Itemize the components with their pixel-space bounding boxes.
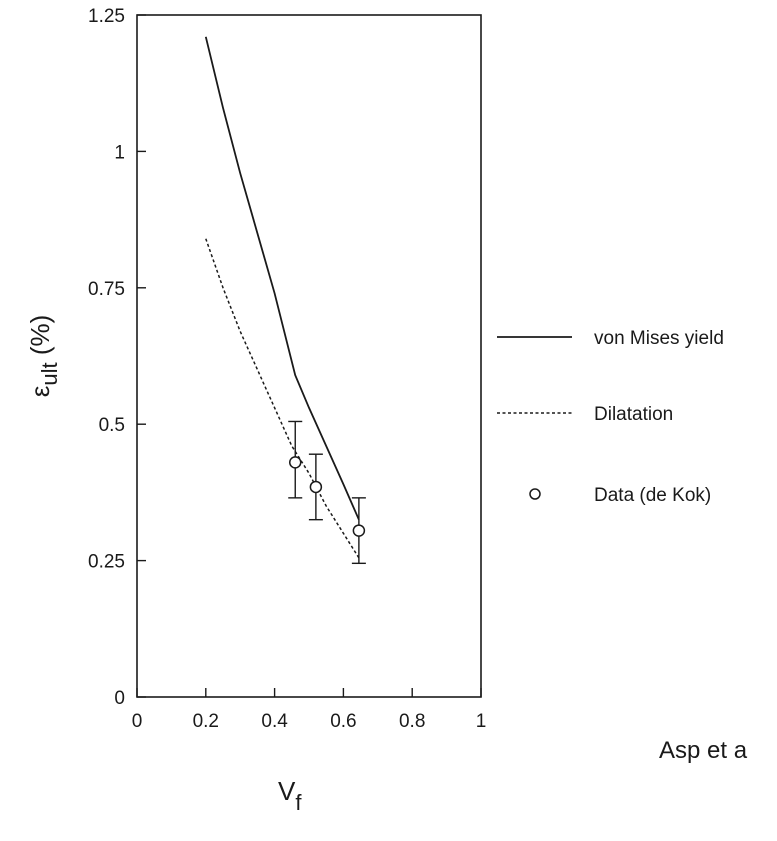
x-tick-label: 1 [476,711,487,732]
legend-marker [529,488,541,500]
x-tick-label: 0.8 [399,711,425,732]
y-tick-label: 0 [114,688,125,709]
x-tick-label: 0.6 [330,711,356,732]
y-axis-subscript: ult [37,362,62,385]
x-axis-title: Vf [278,776,302,815]
y-tick-label: 1 [114,142,125,163]
x-axis-symbol: V [278,776,296,806]
y-tick-label: 0.25 [88,552,125,573]
legend: von Mises yield Dilatation Data (de Kok) [497,328,724,506]
data-point-marker [352,524,366,537]
series-group [204,36,366,565]
source-credit: Asp et a [659,737,748,764]
y-axis-title: εult (%) [25,315,62,398]
x-tick-label: 0 [132,711,143,732]
axis-titles: εult (%) Vf [25,315,302,815]
y-tick-label: 1.25 [88,6,125,27]
y-axis-unit: (%) [25,315,55,363]
axes: 0 0.25 0.5 0.75 1 1.25 0 0.2 0.4 0.6 0.8 1 [88,6,486,732]
y-axis-symbol: ε [25,385,55,397]
series-line-dilatation [205,238,360,559]
plot-area [136,14,482,698]
y-tick-label: 0.75 [88,279,125,300]
x-tick-label: 0.4 [261,711,288,732]
plot-frame [136,14,482,698]
x-axis-subscript: f [295,790,302,815]
series-line-von-mises-yield [204,36,360,521]
y-tick-label: 0.5 [99,415,125,436]
legend-label: Dilatation [594,404,673,425]
data-point-marker [288,456,302,469]
legend-label: Data (de Kok) [594,485,711,506]
x-tick-label: 0.2 [193,711,219,732]
legend-label: von Mises yield [594,328,724,349]
data-point-marker [309,480,323,494]
